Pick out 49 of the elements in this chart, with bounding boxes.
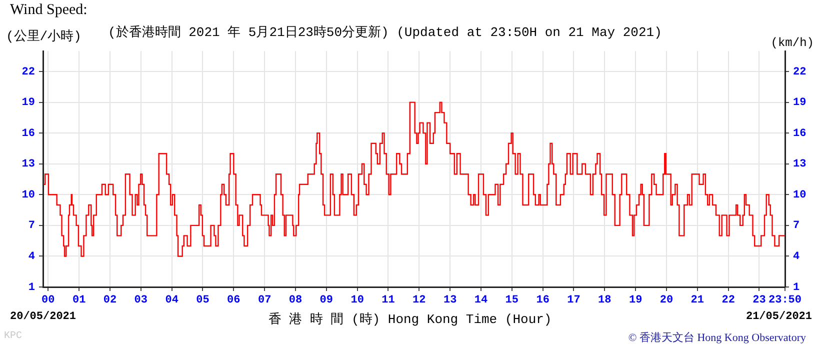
x-tick-label: 11 [382,294,396,306]
y-tick-label: 10 [22,189,35,202]
x-tick-label: 21 [690,294,704,306]
y2-tick-label: 13 [793,158,807,171]
y-axis-title: (公里/小時) [6,28,82,45]
x-tick-label: 05 [196,294,210,306]
y-tick-label: 22 [22,66,35,78]
x-tick-label: 16 [536,294,550,306]
x-tick-label: 23:50 [768,294,802,306]
x-tick-label: 10 [350,294,364,306]
x-axis-title: 香 港 時 間 (時) Hong Kong Time (Hour) [268,312,552,327]
x-tick-label: 09 [320,294,334,306]
x-tick-label: 20 [660,294,674,306]
x-tick-label: 04 [165,294,179,306]
x-tick-label: 22 [722,294,735,306]
x-tick-label: 00 [42,294,55,306]
x-tick-label: 12 [412,294,426,306]
x-tick-label: 01 [72,294,86,306]
y-tick-label: 16 [22,128,35,140]
text: 21/05/2021 [746,311,812,323]
x-tick-label: 17 [567,294,580,306]
chart-subtitle: (於香港時間 2021 年 5月21日23時50分更新) (Updated at 23:50H on 21 May 2021) [108,24,662,41]
x-tick-label: 19 [628,294,642,306]
y2-tick-label: 7 [793,220,800,232]
y2-tick-label: 16 [793,128,806,140]
y2-tick-label: 1 [793,282,800,294]
x-tick-label: 18 [598,294,612,306]
x-tick-label: 03 [134,294,148,306]
x-tick-label: 14 [474,294,488,306]
y-tick-label: 19 [22,97,35,110]
y2-tick-label: 4 [793,250,800,263]
y-tick-label: 7 [28,220,35,232]
y2-tick-label: 19 [793,97,806,110]
x-tick-label: 07 [258,294,272,306]
y2-axis-title: (km/h) [770,36,814,50]
x-tick-label: 23 [752,294,766,306]
x-tick-label: 13 [443,294,458,306]
x-tick-label: 08 [288,294,302,306]
y2-tick-label: 22 [793,66,806,78]
y-tick-label: 4 [28,250,36,263]
x-tick-label: 15 [505,294,519,306]
text: © 香港天文台 Hong Kong Observatory [628,330,806,345]
y2-tick-label: 10 [793,189,806,202]
chart-title: Wind Speed: [10,2,88,19]
y-tick-label: 1 [28,282,36,294]
x-tick-label: 06 [227,294,240,306]
text: 20/05/2021 [10,311,76,323]
x-tick-label: 02 [103,294,117,306]
y-tick-label: 13 [22,158,36,171]
